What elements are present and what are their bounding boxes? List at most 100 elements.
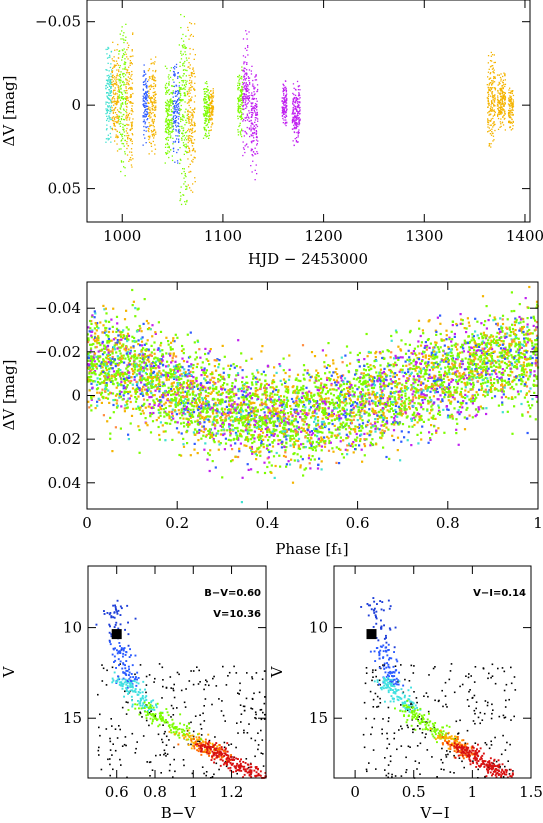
phase-point (90, 382, 93, 385)
light-curve-point (508, 97, 510, 99)
light-curve-point (125, 72, 128, 74)
light-curve-point (171, 124, 173, 126)
phase-point (323, 401, 326, 405)
light-curve-point (243, 63, 245, 65)
light-curve-point (146, 111, 148, 113)
light-curve-point (292, 103, 294, 105)
light-curve-point (184, 60, 186, 63)
light-curve-point (116, 69, 118, 71)
phase-point (265, 447, 269, 450)
light-curve-point (252, 106, 254, 108)
light-curve-point (209, 119, 212, 121)
phase-point (361, 427, 364, 430)
phase-point (229, 399, 232, 402)
phase-point (169, 422, 172, 425)
light-curve-point (487, 55, 490, 57)
light-curve-point (487, 122, 490, 124)
light-curve-point (125, 36, 127, 38)
light-curve-point (254, 179, 256, 181)
phase-point (486, 372, 489, 375)
light-curve-point (125, 110, 127, 113)
light-curve-point (243, 85, 245, 87)
light-curve-point (255, 153, 257, 155)
phase-point (522, 317, 525, 321)
light-curve-point (174, 92, 176, 95)
light-curve-point (205, 115, 208, 117)
light-curve-point (106, 69, 108, 71)
light-curve-point (181, 80, 183, 82)
light-curve-point (205, 119, 207, 121)
phase-point (459, 313, 462, 316)
phase-point (256, 389, 259, 392)
light-curve-point (245, 90, 247, 92)
light-curve-point (501, 99, 503, 101)
light-curve-point (509, 92, 511, 94)
phase-point (220, 408, 223, 411)
phase-point (144, 417, 147, 420)
light-curve-point (151, 97, 154, 99)
light-curve-point (501, 88, 503, 90)
light-curve-point (186, 135, 188, 137)
phase-point (181, 344, 184, 348)
phase-point (262, 416, 265, 419)
phase-point (164, 371, 167, 374)
phase-point (368, 378, 371, 381)
light-curve-point (498, 112, 501, 114)
light-curve-point (208, 111, 211, 113)
light-curve-point (191, 86, 194, 88)
phase-point (141, 354, 144, 357)
light-curve-point (108, 78, 110, 80)
light-curve-point (185, 175, 187, 178)
light-curve-point (171, 129, 174, 131)
light-curve-point (142, 88, 144, 90)
light-curve-point (294, 115, 296, 118)
light-curve-point (183, 177, 185, 179)
phase-point (261, 345, 264, 348)
light-curve-point (147, 130, 149, 132)
light-curve-point (496, 74, 499, 76)
light-curve-point (295, 89, 297, 91)
light-curve-point (510, 95, 512, 98)
phase-point (521, 413, 524, 416)
light-curve-point (184, 124, 186, 126)
light-curve-point (243, 61, 245, 63)
light-curve-point (247, 98, 249, 100)
light-curve-point (493, 95, 495, 97)
light-curve-point (165, 103, 168, 105)
light-curve-point (112, 91, 114, 93)
phase-point (143, 298, 146, 301)
phase-point (118, 362, 121, 365)
light-curve-point (142, 75, 144, 77)
light-curve-point (185, 143, 187, 145)
light-curve-point (125, 23, 127, 25)
phase-point (89, 327, 92, 330)
phase-point (297, 379, 300, 382)
phase-point (438, 350, 441, 353)
phase-point (154, 374, 157, 377)
light-curve-point (173, 71, 175, 73)
light-curve-point (298, 129, 300, 131)
light-curve-point (191, 96, 193, 98)
phase-point (280, 411, 283, 414)
light-curve-point (170, 100, 172, 102)
light-curve-point (148, 94, 150, 97)
phase-point (485, 412, 488, 416)
light-curve-point (297, 131, 299, 133)
phase-point (202, 434, 205, 437)
light-curve-point (113, 98, 116, 100)
light-curve-point (118, 118, 120, 121)
light-curve-point (184, 150, 187, 152)
light-curve-point (509, 101, 511, 103)
light-curve-point (493, 69, 495, 71)
light-curve-point (254, 103, 257, 105)
light-curve-point (110, 105, 113, 107)
light-curve-point (188, 57, 190, 59)
phase-point (304, 435, 307, 438)
light-curve-point (143, 74, 145, 77)
phase-point (305, 386, 308, 389)
phase-point (235, 412, 238, 415)
light-curve-point (167, 150, 169, 152)
light-curve-point (251, 140, 253, 142)
phase-point (510, 343, 513, 346)
phase-point (469, 359, 473, 362)
